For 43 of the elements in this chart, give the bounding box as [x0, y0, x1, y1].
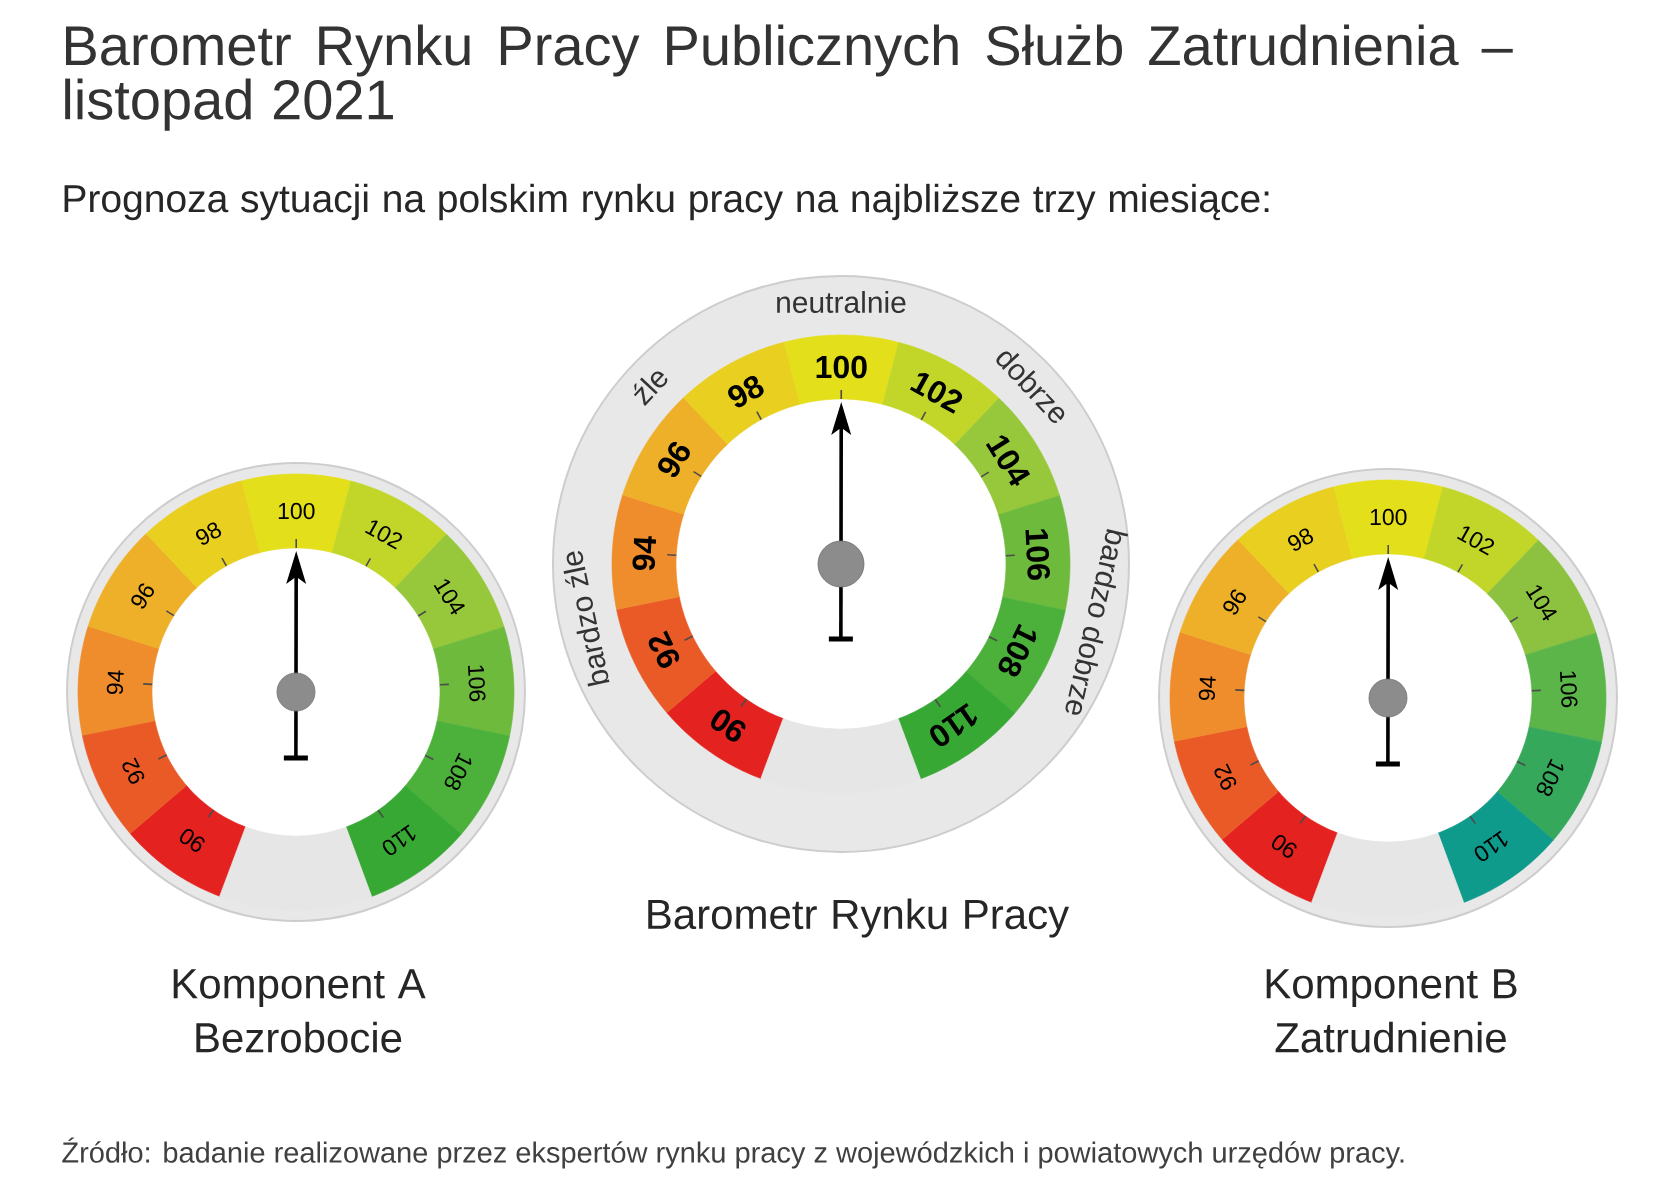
- slice-label: 108: [998, 623, 1037, 677]
- slice-label: 108: [1536, 758, 1564, 796]
- text: Barometr Rynku Pracy: [648, 898, 1070, 938]
- slice-label: 98: [728, 375, 764, 408]
- slice-label: 104: [1525, 585, 1557, 621]
- slice-label: 96: [131, 583, 154, 609]
- slice-label: 92: [122, 757, 145, 784]
- slice-label: 106: [467, 665, 486, 702]
- slice-label: 90: [180, 828, 205, 852]
- text: neutralnie: [777, 290, 906, 314]
- slice-label: 100: [278, 502, 315, 520]
- slice-label: 94: [106, 670, 124, 695]
- slice-label: 102: [1456, 526, 1495, 556]
- slice-label: 90: [1272, 834, 1297, 858]
- text: Prognoza sytuacji na polskim rynku pracy na najbliższe trzy miesiące:: [64, 183, 1269, 221]
- slice-label: 110: [930, 703, 978, 747]
- slice-label: 106: [1025, 529, 1050, 580]
- text: Komponent A Bezrobocie: [173, 969, 426, 1053]
- slice-label: 92: [1214, 763, 1237, 790]
- slice-label: 94: [632, 536, 657, 571]
- slice-label: 98: [196, 522, 222, 545]
- slice-label: 90: [711, 709, 746, 742]
- text: bardzo źle: [563, 550, 610, 687]
- text: Źródło: badanie realizowane przez ekspertów rynku pracy z wojewódzkich i powiatowych urzędów pracy.: [62, 1137, 1404, 1169]
- slice-label: 104: [433, 579, 465, 615]
- text: Barometr Rynku Pracy Publicznych Służb Zatrudnienia – listopad 2021: [65, 24, 1513, 131]
- slice-label: 106: [1559, 671, 1578, 708]
- slice-label: 104: [985, 435, 1031, 486]
- slice-label: 102: [364, 520, 403, 550]
- text: bardzo dobrze: [1065, 528, 1129, 715]
- slice-label: 102: [909, 373, 963, 414]
- slice-label: 98: [1288, 528, 1314, 551]
- slice-label: 100: [1370, 508, 1407, 526]
- slice-label: 108: [444, 752, 472, 790]
- slice-label: 110: [382, 824, 416, 856]
- slice-label: 92: [648, 630, 680, 668]
- text: źle: [633, 371, 668, 406]
- slice-label: 96: [658, 442, 690, 477]
- slice-label: 100: [816, 355, 867, 379]
- slice-label: 110: [1474, 830, 1508, 862]
- slice-label: 96: [1223, 589, 1246, 615]
- slice-label: 94: [1198, 676, 1216, 701]
- text: Komponent B Zatrudnienie: [1266, 969, 1517, 1053]
